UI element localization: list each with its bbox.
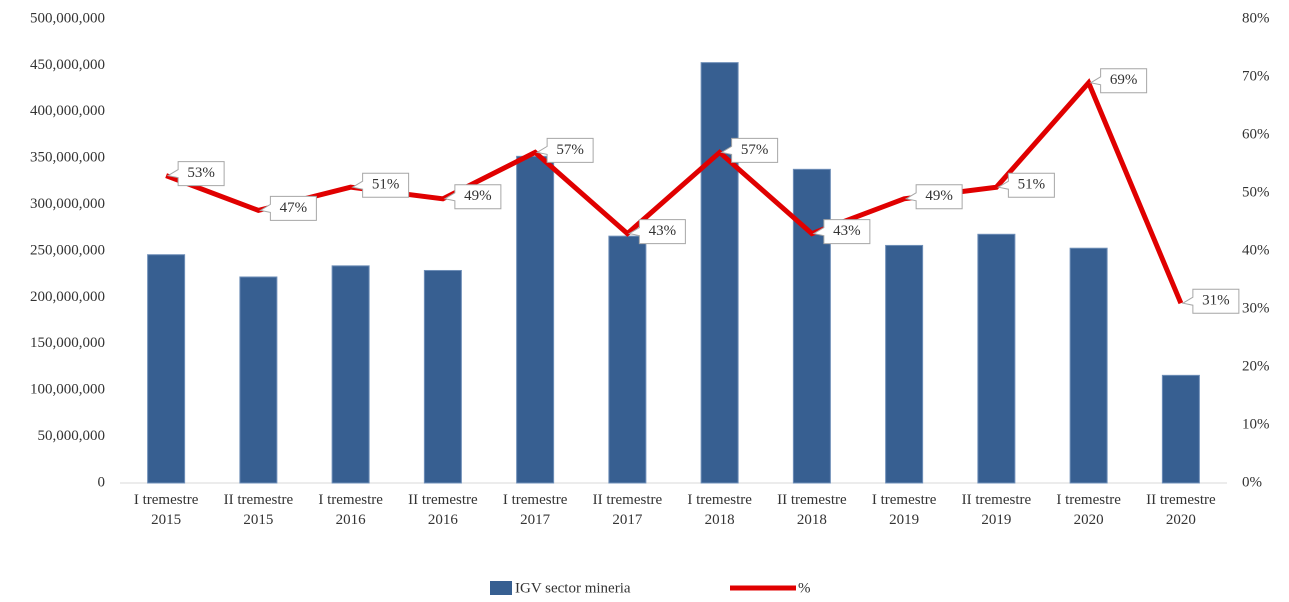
data-label: 53% [187, 165, 215, 181]
callout [1089, 68, 1148, 94]
bar [147, 254, 186, 484]
data-label: 51% [372, 177, 400, 193]
data-label: 51% [1018, 177, 1046, 193]
bar [885, 244, 924, 484]
bar [608, 235, 647, 484]
data-label: 49% [925, 188, 953, 204]
y-tick-label: 0 [98, 474, 106, 490]
x-tick-label: I tremestre 2015 [133, 492, 199, 528]
data-label: 69% [1110, 72, 1138, 88]
callout [1181, 288, 1240, 314]
y-tick-label: 450,000,000 [30, 57, 105, 73]
bar [977, 233, 1016, 484]
callout [535, 137, 594, 163]
y-tick-label: 200,000,000 [30, 289, 105, 305]
x-tick-label: I tremestre 2019 [871, 492, 937, 528]
data-label: 49% [464, 188, 492, 204]
legend-label: % [798, 580, 811, 596]
bar [331, 265, 370, 484]
x-tick-label: II tremestre 2017 [592, 492, 663, 528]
data-label: 57% [556, 142, 584, 158]
data-label: 43% [649, 223, 677, 239]
x-tick-label: II tremestre 2015 [223, 492, 294, 528]
legend-swatch [490, 581, 512, 595]
bar [792, 168, 831, 484]
x-tick-label: I tremestre 2018 [687, 492, 752, 528]
y2-tick-label: 10% [1242, 416, 1270, 432]
y2-tick-label: 30% [1242, 300, 1270, 316]
y2-tick-label: 50% [1242, 184, 1270, 200]
line [165, 78, 1184, 305]
y-tick-label: 250,000,000 [30, 242, 105, 258]
x-tick-label: II tremestre 2019 [961, 492, 1032, 528]
bar [516, 155, 555, 484]
y2-tick-label: 60% [1242, 126, 1270, 142]
bar [700, 62, 739, 484]
legend-label: IGV sector mineria [515, 580, 631, 596]
y2-tick-label: 70% [1242, 68, 1270, 84]
x-tick-label: II tremestre 2016 [408, 492, 478, 528]
y2-tick-label: 20% [1242, 358, 1270, 374]
data-label: 43% [833, 223, 861, 239]
y-tick-label: 100,000,000 [30, 382, 105, 398]
y-tick-label: 150,000,000 [30, 335, 105, 351]
data-label: 31% [1202, 293, 1230, 309]
callout [812, 219, 871, 245]
x-tick-label: I tremestre 2016 [318, 492, 383, 528]
x-tick-label: I tremestre 2020 [1056, 492, 1121, 528]
callout [628, 219, 686, 245]
y2-tick-label: 0% [1242, 474, 1262, 490]
data-label: 47% [280, 200, 308, 216]
data-label: 57% [741, 142, 769, 158]
y2-tick-label: 40% [1242, 242, 1270, 258]
bar [1069, 247, 1108, 484]
x-tick-label: II tremestre 2018 [777, 492, 847, 528]
y2-tick-label: 80% [1242, 10, 1270, 26]
y-tick-label: 300,000,000 [30, 196, 105, 212]
bar [1161, 374, 1200, 484]
bar [423, 269, 462, 484]
y-tick-label: 500,000,000 [30, 10, 105, 26]
callout [720, 137, 779, 163]
callout [166, 161, 225, 187]
x-tick-label: II tremestre 2020 [1146, 492, 1216, 528]
callout [351, 172, 410, 198]
y-tick-label: 50,000,000 [38, 428, 106, 444]
callout [443, 184, 502, 210]
bar [239, 276, 278, 484]
callout [904, 184, 963, 210]
y-tick-label: 400,000,000 [30, 103, 105, 119]
x-tick-label: I tremestre 2017 [502, 492, 568, 528]
callout [997, 172, 1055, 198]
y-tick-label: 350,000,000 [30, 150, 105, 166]
callout [259, 195, 317, 221]
